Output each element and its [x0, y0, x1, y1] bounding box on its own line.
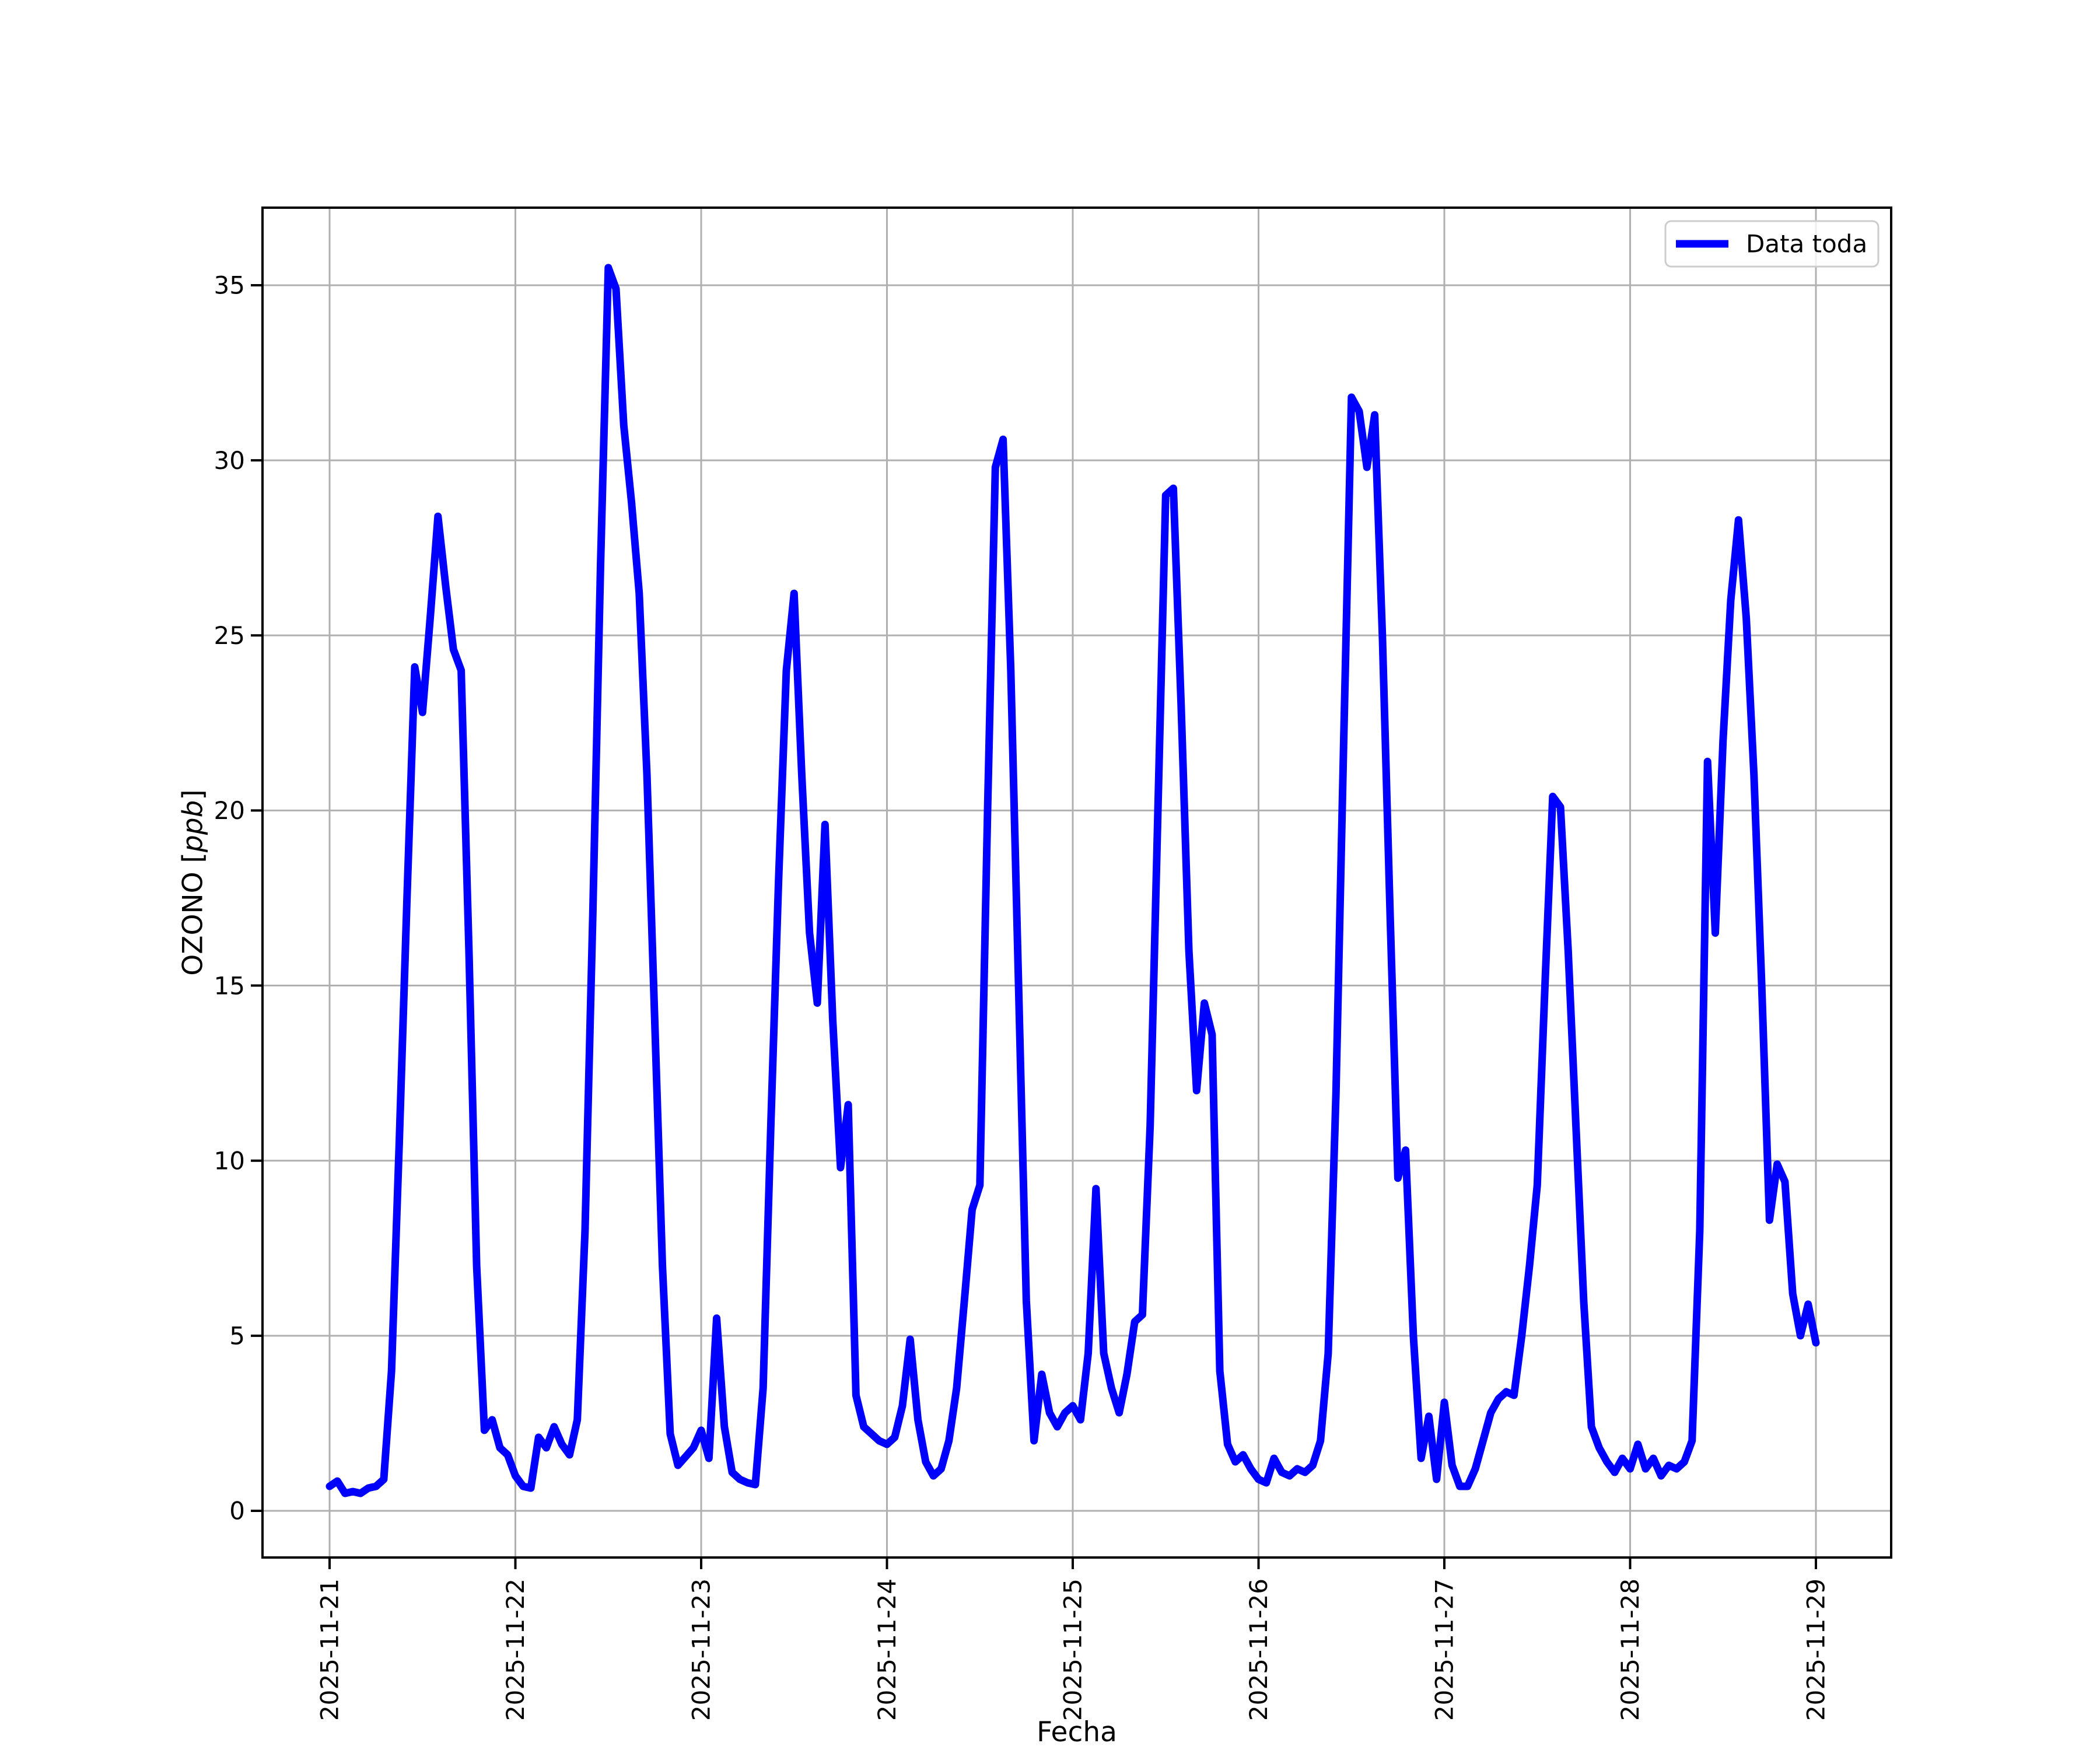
y-tick-label: 25 [214, 621, 245, 650]
x-tick-label: 2025-11-21 [316, 1578, 344, 1721]
data-series-line [326, 264, 1820, 1497]
gridlines [262, 208, 1891, 1558]
y-tick-label: 10 [214, 1146, 245, 1175]
y-tick-label: 0 [229, 1497, 245, 1525]
legend-box [1664, 220, 1880, 268]
y-tick-label: 15 [214, 971, 245, 1000]
y-axis-label: OZONO [ppb] [177, 789, 209, 975]
x-tick-label: 2025-11-27 [1430, 1578, 1459, 1721]
legend-label: Data toda [1746, 230, 1867, 258]
tick-marks [251, 284, 1817, 1569]
axes-frame [261, 206, 1892, 1559]
x-tick-label: 2025-11-22 [501, 1578, 530, 1721]
y-tick-label: 35 [214, 271, 245, 300]
x-tick-label: 2025-11-28 [1616, 1578, 1644, 1721]
x-tick-label: 2025-11-25 [1059, 1578, 1087, 1721]
y-tick-label: 5 [229, 1322, 245, 1350]
y-tick-label: 20 [214, 796, 245, 825]
x-tick-label: 2025-11-29 [1802, 1578, 1831, 1721]
axes-background [262, 208, 1891, 1558]
x-tick-label: 2025-11-26 [1244, 1578, 1273, 1721]
x-axis-label: Fecha [1037, 1716, 1117, 1748]
legend: Data toda [1664, 220, 1880, 268]
x-tick-label: 2025-11-23 [687, 1578, 716, 1721]
y-tick-label: 30 [214, 446, 245, 475]
x-tick-label: 2025-11-24 [873, 1578, 901, 1721]
